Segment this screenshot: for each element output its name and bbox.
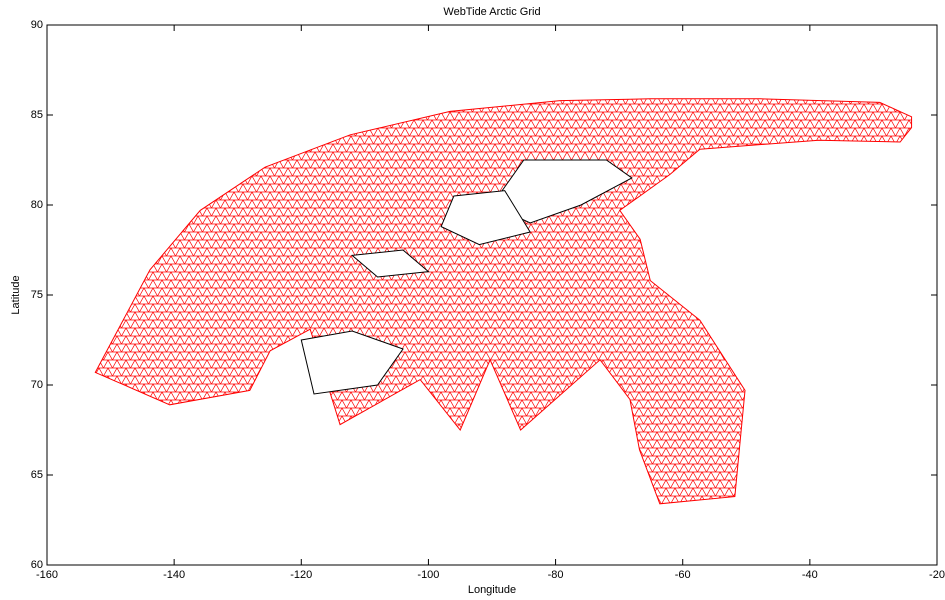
y-tick-label: 60 — [31, 559, 43, 571]
chart: WebTide Arctic Grid Longitude Latitude -… — [0, 0, 945, 600]
x-tick-label: -100 — [417, 569, 439, 581]
x-tick-label: -60 — [675, 569, 691, 581]
chart-title: WebTide Arctic Grid — [443, 6, 540, 18]
y-tick-label: 65 — [31, 469, 43, 481]
y-tick-label: 70 — [31, 379, 43, 391]
x-tick-label: -80 — [548, 569, 564, 581]
x-tick-label: -40 — [802, 569, 818, 581]
x-tick-label: -140 — [163, 569, 185, 581]
y-tick-label: 85 — [31, 109, 43, 121]
y-tick-label: 80 — [31, 199, 43, 211]
x-tick-label: -20 — [929, 569, 945, 581]
y-tick-label: 90 — [31, 19, 43, 31]
x-axis-label: Longitude — [468, 584, 516, 596]
y-tick-label: 75 — [31, 289, 43, 301]
x-tick-label: -120 — [290, 569, 312, 581]
y-axis-label: Latitude — [10, 275, 22, 314]
